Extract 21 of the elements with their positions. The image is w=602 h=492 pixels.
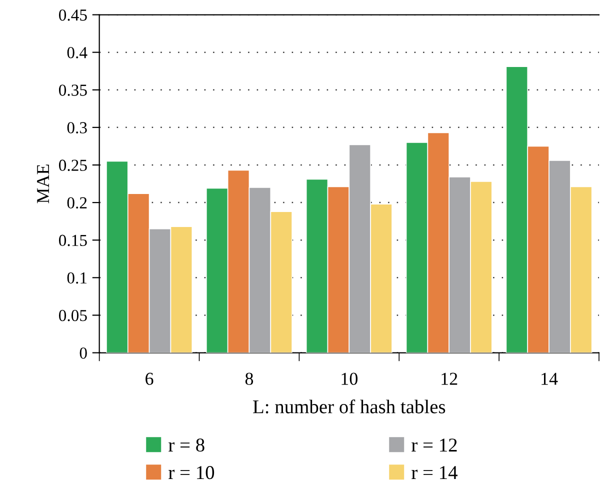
y-tick-label: 0.05 — [58, 310, 87, 322]
legend-label: r = 14 — [412, 466, 458, 479]
y-tick-label: 0.35 — [58, 84, 87, 96]
y-tick-label: 0.4 — [67, 47, 88, 58]
y-tick-label: 0.45 — [58, 9, 87, 21]
y-tick-label: 0.25 — [58, 160, 87, 172]
x-tick-label: 10 — [342, 372, 358, 385]
y-tick-label: 0.1 — [67, 272, 87, 284]
x-tick-label: 6 — [146, 372, 154, 385]
y-tick-label: 0 — [80, 347, 87, 359]
y-tick-label: 0.3 — [67, 122, 87, 134]
legend-label: r = 8 — [168, 438, 204, 452]
y-axis-title: MAE — [37, 164, 49, 204]
x-axis-title: L: number of hash tables — [253, 399, 446, 414]
legend-label: r = 10 — [168, 466, 214, 480]
x-tick-label: 14 — [542, 372, 558, 385]
x-tick-label: 12 — [442, 372, 458, 385]
y-tick-label: 0.2 — [67, 197, 87, 209]
x-tick-label: 8 — [245, 372, 254, 385]
y-tick-label: 0.15 — [58, 234, 87, 246]
legend-label: r = 12 — [412, 438, 457, 452]
